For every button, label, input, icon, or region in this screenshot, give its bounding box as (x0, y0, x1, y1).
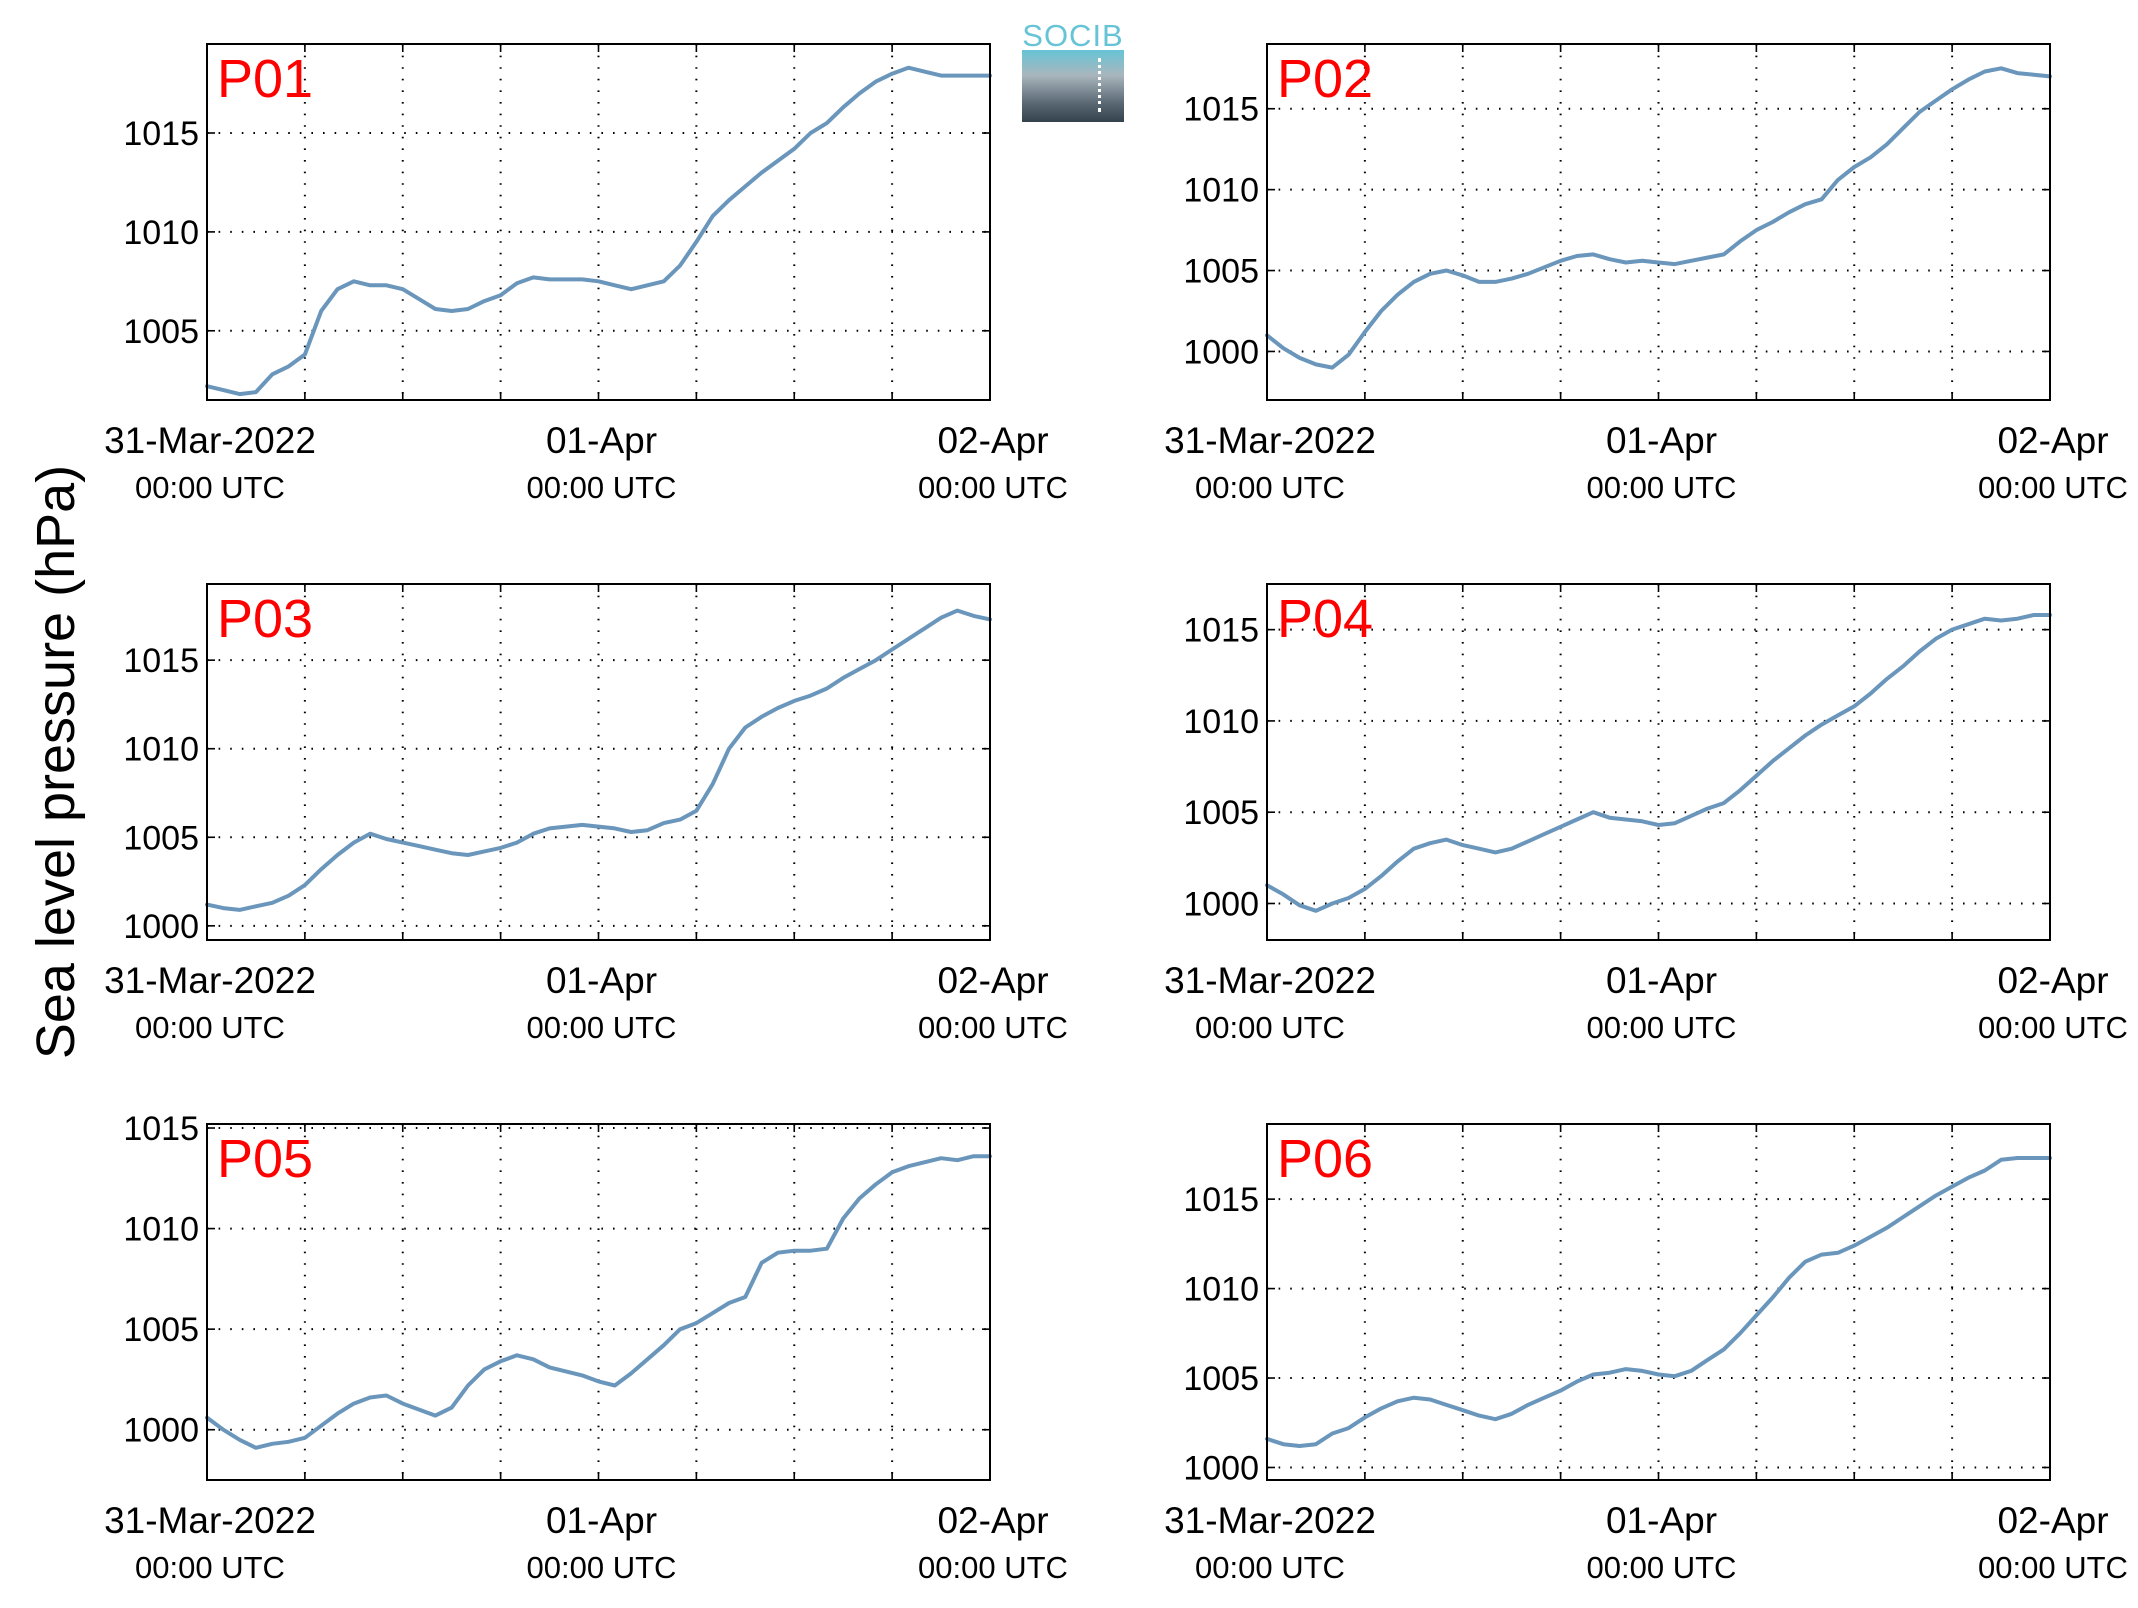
logo-emblem (1022, 50, 1124, 122)
y-tick-label: 1005 (1183, 253, 1259, 291)
panel-p02: 1000 1005 1010 1015 P02 31-Mar-2022 00:00 UTC 0… (1164, 43, 2128, 505)
x-tick-sublabel: 00:00 UTC (135, 1550, 285, 1585)
panel-p03: 1000 1005 1010 1015 P03 31-Mar-2022 00:00 UTC 0… (104, 583, 1068, 1045)
x-tick-label: 31-Mar-2022 (104, 1500, 316, 1541)
axes-frame (206, 583, 991, 941)
y-tick-label: 1005 (1183, 794, 1259, 832)
y-tick-label: 1005 (123, 313, 199, 351)
x-tick-sublabel: 00:00 UTC (1587, 1550, 1737, 1585)
series-line-p06 (1265, 1156, 2052, 1448)
socib-logo: SOCIB (1022, 18, 1124, 122)
logo-text: SOCIB (1022, 18, 1124, 53)
x-tick-label: 02-Apr (1997, 1500, 2108, 1541)
x-tick-label: 31-Mar-2022 (1164, 960, 1376, 1001)
axes-frame (206, 43, 991, 401)
y-tick-label: 1015 (123, 1110, 199, 1148)
y-tick-label: 1000 (1183, 885, 1259, 923)
x-tick-sublabel: 00:00 UTC (1587, 470, 1737, 505)
y-tick-label: 1010 (1183, 172, 1259, 210)
x-tick-sublabel: 00:00 UTC (1195, 470, 1345, 505)
x-tick-sublabel: 00:00 UTC (527, 1010, 677, 1045)
x-tick-sublabel: 00:00 UTC (918, 1550, 1068, 1585)
y-tick-label: 1000 (123, 908, 199, 946)
axes-frame (1266, 1123, 2051, 1481)
y-tick-label: 1000 (123, 1412, 199, 1450)
series-line-p01 (205, 65, 992, 397)
y-tick-label: 1005 (123, 819, 199, 857)
x-tick-sublabel: 00:00 UTC (1195, 1550, 1345, 1585)
x-tick-label: 02-Apr (937, 420, 1048, 461)
y-tick-label: 1000 (1183, 1449, 1259, 1487)
x-tick-sublabel: 00:00 UTC (1978, 1010, 2128, 1045)
x-tick-label: 02-Apr (937, 1500, 1048, 1541)
panel-p06: 1000 1005 1010 1015 P06 31-Mar-2022 00:00 UTC 0… (1164, 1123, 2128, 1585)
x-tick-label: 01-Apr (1606, 960, 1717, 1001)
y-tick-label: 1010 (1183, 703, 1259, 741)
panel-label: P05 (217, 1129, 313, 1189)
panel-label: P01 (217, 49, 313, 109)
x-tick-label: 01-Apr (546, 1500, 657, 1541)
y-tick-label: 1015 (123, 115, 199, 153)
x-tick-label: 02-Apr (1997, 960, 2108, 1001)
x-tick-sublabel: 00:00 UTC (1978, 1550, 2128, 1585)
panel-label: P03 (217, 589, 313, 649)
x-tick-sublabel: 00:00 UTC (1978, 470, 2128, 505)
x-tick-sublabel: 00:00 UTC (1195, 1010, 1345, 1045)
y-tick-label: 1000 (1183, 333, 1259, 371)
x-tick-sublabel: 00:00 UTC (918, 1010, 1068, 1045)
panel-p05: 1000 1005 1010 1015 P05 31-Mar-2022 00:00 UTC 0… (104, 1110, 1068, 1585)
series-line-p05 (205, 1154, 992, 1450)
x-tick-label: 31-Mar-2022 (1164, 1500, 1376, 1541)
y-tick-label: 1015 (1183, 612, 1259, 650)
x-tick-sublabel: 00:00 UTC (1587, 1010, 1737, 1045)
x-tick-sublabel: 00:00 UTC (135, 1010, 285, 1045)
x-tick-label: 02-Apr (937, 960, 1048, 1001)
y-tick-label: 1010 (123, 214, 199, 252)
axes-frame (1266, 583, 2051, 941)
axes-frame (1266, 43, 2051, 401)
panel-label: P06 (1277, 1129, 1373, 1189)
x-tick-label: 01-Apr (546, 960, 657, 1001)
x-tick-label: 01-Apr (1606, 1500, 1717, 1541)
x-tick-sublabel: 00:00 UTC (918, 470, 1068, 505)
x-tick-label: 02-Apr (1997, 420, 2108, 461)
y-tick-label: 1015 (123, 642, 199, 680)
x-tick-label: 31-Mar-2022 (104, 960, 316, 1001)
axes-frame (206, 1123, 991, 1481)
logo-dots (1098, 58, 1101, 112)
panel-p04: 1000 1005 1010 1015 P04 31-Mar-2022 00:00 UTC 0… (1164, 583, 2128, 1045)
x-tick-label: 01-Apr (546, 420, 657, 461)
y-tick-label: 1010 (1183, 1271, 1259, 1309)
series-line-p02 (1265, 66, 2052, 370)
panel-label: P02 (1277, 49, 1373, 109)
x-tick-sublabel: 00:00 UTC (527, 1550, 677, 1585)
x-tick-sublabel: 00:00 UTC (135, 470, 285, 505)
y-tick-label: 1010 (123, 1211, 199, 1249)
y-tick-label: 1005 (123, 1311, 199, 1349)
series-line-p04 (1265, 613, 2052, 913)
y-tick-label: 1015 (1183, 1181, 1259, 1219)
panel-p01: 1005 1010 1015 P01 31-Mar-2022 00:00 UTC 01-Ap… (104, 43, 1068, 505)
y-tick-label: 1010 (123, 731, 199, 769)
x-tick-label: 31-Mar-2022 (1164, 420, 1376, 461)
x-tick-label: 01-Apr (1606, 420, 1717, 461)
x-tick-sublabel: 00:00 UTC (527, 470, 677, 505)
y-tick-label: 1005 (1183, 1360, 1259, 1398)
x-tick-label: 31-Mar-2022 (104, 420, 316, 461)
panel-label: P04 (1277, 589, 1373, 649)
y-tick-label: 1015 (1183, 91, 1259, 129)
series-line-p03 (205, 608, 992, 912)
